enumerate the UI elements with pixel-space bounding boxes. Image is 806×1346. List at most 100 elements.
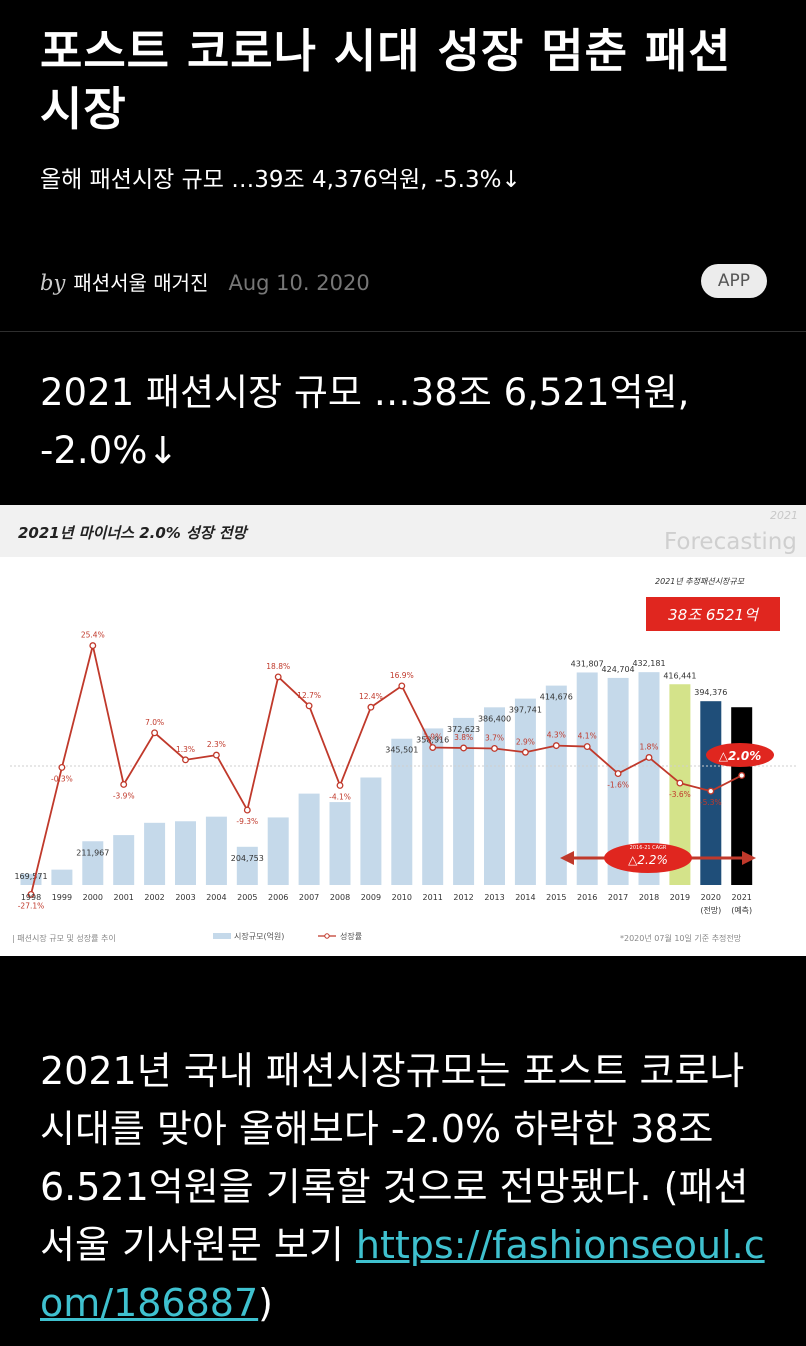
growth-point-9 [305,702,313,710]
x-tick-20: 2018 [639,893,659,902]
growth-label-18: 4.1% [578,732,597,741]
growth-point-22 [707,787,715,795]
growth-point-14 [460,744,468,752]
chart-header-small: 2021 [770,509,798,522]
legend-bar-label: 시장규모(억원) [234,931,284,941]
bar-9 [298,793,320,885]
x-tick-19: 2017 [608,893,628,902]
bar-14 [453,717,475,885]
growth-label-4: 7.0% [145,718,164,727]
x-tick-18: 2016 [577,893,597,902]
growth-label-21: -3.6% [669,790,691,799]
x-tick-17: 2015 [546,893,566,902]
bar-6 [205,816,227,885]
growth-point-0 [27,891,35,898]
x-tick-7: 2005 [237,893,257,902]
x-tick-16: 2014 [515,893,535,902]
growth-label-16: 2.9% [516,737,535,746]
chart-header-bg [0,505,806,557]
growth-label-2: 25.4% [81,631,105,640]
x-tick-4: 2002 [144,893,164,902]
growth-point-5 [182,756,189,764]
growth-point-8 [274,673,282,681]
app-button[interactable]: APP [701,264,767,298]
x-tick-23: 2021 [732,893,752,902]
chart-header-title: 2021년 마이너스 2.0% 성장 전망 [18,524,249,542]
growth-label-12: 16.9% [390,671,414,680]
bar-7 [236,846,258,885]
chart-header-forecast: Forecasting [664,529,797,555]
x-tick-22: 2020 [701,893,721,902]
cagr-ellipse [604,843,692,873]
bar-8 [267,817,289,885]
x-tick-23-sub: (예측) [731,905,752,915]
bar-1 [51,869,73,885]
x-tick-9: 2007 [299,893,319,902]
author-link[interactable]: 패션서울 매거진 [73,271,209,295]
growth-point-15 [491,745,498,752]
cagr-arrow-left [560,851,574,865]
bar-19 [607,677,629,885]
by-label: by [40,271,66,295]
bar-label-15: 386,400 [478,714,511,723]
bar-label-12: 345,501 [385,746,418,755]
x-tick-1: 1999 [52,893,72,902]
bar-label-17: 414,676 [540,693,573,702]
bar-0 [20,873,42,885]
publish-date: Aug 10. 2020 [228,271,370,295]
growth-point-16 [521,748,529,756]
x-tick-3: 2001 [114,893,134,902]
cagr-value: △2.2% [628,853,668,867]
x-tick-12: 2010 [392,893,412,902]
growth-point-4 [151,729,159,737]
x-tick-8: 2006 [268,893,288,902]
article-title: 포스트 코로나 시대 성장 멈춘 패션 시장 [40,24,732,136]
bar-18 [576,672,598,885]
growth-label-1: -0.3% [51,774,73,783]
bar-4 [144,822,166,885]
bar-label-0: 169,571 [14,872,47,881]
x-tick-2: 2000 [83,893,103,902]
x-tick-0: 1998 [21,893,41,902]
body-text: 2021년 국내 패션시장규모는 포스트 코로나 시대를 맞아 올해보다 -2.… [40,1049,749,1267]
growth-label-10: -4.1% [329,792,351,801]
growth-point-6 [212,751,220,759]
bar-15 [484,707,505,885]
bar-label-21: 416,441 [663,671,696,680]
growth-label-17: 4.3% [547,731,566,740]
growth-point-21 [676,779,684,787]
bar-label-14: 372,623 [447,725,480,734]
x-tick-10: 2008 [330,893,350,902]
growth-label-13: 3.9% [423,733,442,742]
growth-point-1 [58,763,66,771]
growth-label-11: 12.4% [359,692,383,701]
chart-footer-left: | 패션시장 규모 및 성장률 추이 [12,933,116,943]
chart-svg: 2021년 마이너스 2.0% 성장 전망 2021 Forecasting 2… [0,505,806,943]
market-size-chart: 2021년 마이너스 2.0% 성장 전망 2021 Forecasting 2… [0,505,806,956]
growth-point-18 [583,743,591,751]
bar-label-13: 358,916 [416,735,449,744]
bar-label-2: 211,967 [76,848,109,857]
growth-label-9: 12.7% [297,691,321,700]
x-tick-21: 2019 [670,893,690,902]
bar-5 [175,821,196,885]
article-subtitle: 올해 패션시장 규모 …39조 4,376억원, -5.3%↓ [40,167,521,193]
growth-point-11 [367,703,375,711]
bar-label-18: 431,807 [571,659,604,668]
chart-footer-right: *2020년 07월 10일 기준 추정전망 [620,933,742,943]
article-source-link[interactable]: https://fashionseoul.com/186887 [40,1223,765,1325]
bar-label-19: 424,704 [602,665,635,674]
x-tick-13: 2011 [423,893,443,902]
cagr-annotation: 2016-21 CAGR △2.2% [560,843,756,873]
growth-label-15: 3.7% [485,733,504,742]
growth-point-3 [120,781,128,788]
growth-label-8: 18.8% [266,662,290,671]
x-tick-15: 2013 [484,893,504,902]
bar-label-22: 394,376 [694,688,727,697]
x-tick-14: 2012 [453,893,473,902]
bar-10 [329,802,351,885]
growth-label-14: 3.8% [454,733,473,742]
article-body: 2021년 국내 패션시장규모는 포스트 코로나 시대를 맞아 올해보다 -2.… [40,1042,766,1332]
bar-17 [545,685,567,885]
growth-point-10 [336,781,344,789]
